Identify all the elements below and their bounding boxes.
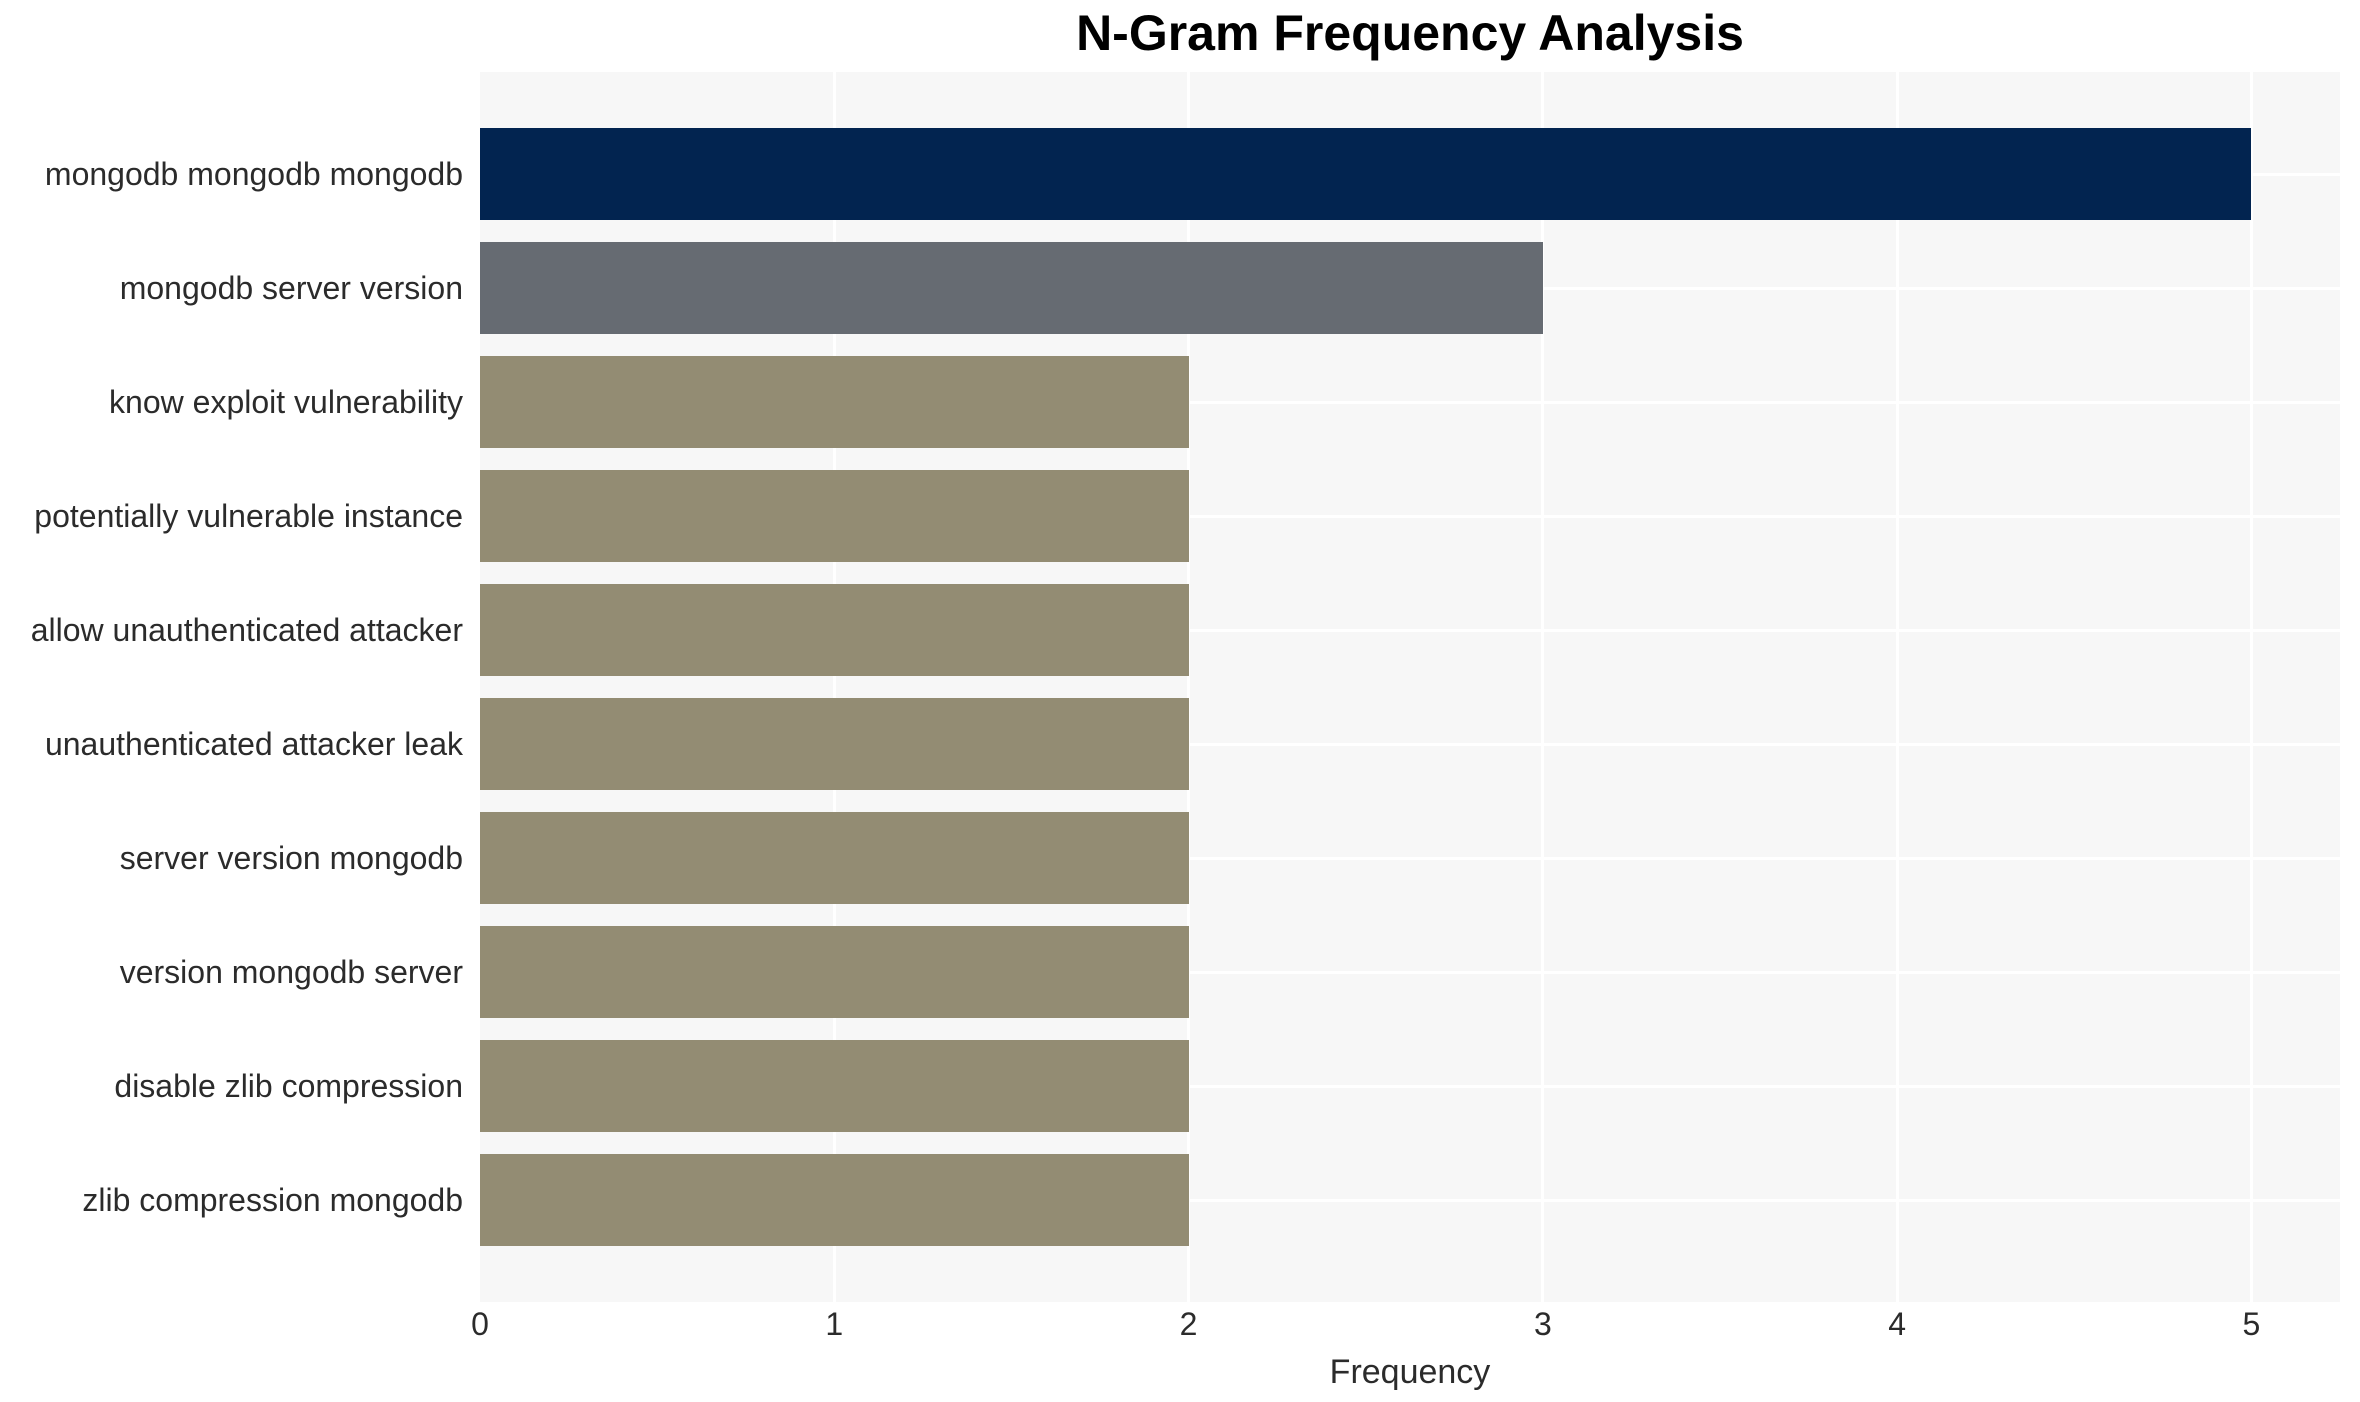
chart-title: N-Gram Frequency Analysis: [1076, 5, 1744, 61]
bar-mongodb-server-version: [480, 242, 1543, 334]
bar-server-version-mongodb: [480, 812, 1189, 904]
y-tick-label: version mongodb server: [119, 954, 463, 990]
x-tick-label: 0: [471, 1306, 489, 1342]
bar-potentially-vulnerable-instance: [480, 470, 1189, 562]
x-gridline: [1187, 72, 1191, 1302]
y-gridline: [480, 856, 2340, 860]
y-tick-label: mongodb mongodb mongodb: [44, 156, 463, 192]
x-tick-label: 2: [1179, 1306, 1198, 1342]
y-gridline: [480, 628, 2340, 632]
y-gridline: [480, 514, 2340, 518]
x-tick-label: 1: [825, 1306, 844, 1342]
y-tick-label: disable zlib compression: [114, 1068, 463, 1104]
bar-zlib-compression-mongodb: [480, 1154, 1189, 1246]
x-gridline: [1895, 72, 1899, 1302]
y-gridline: [480, 400, 2340, 404]
x-gridline: [1541, 72, 1545, 1302]
y-tick-label: mongodb server version: [119, 270, 463, 306]
y-gridline: [480, 1084, 2340, 1088]
bar-mongodb-mongodb-mongodb: [480, 128, 2252, 220]
y-tick-label: potentially vulnerable instance: [34, 498, 463, 534]
bar-disable-zlib-compression: [480, 1040, 1189, 1132]
y-tick-label: unauthenticated attacker leak: [44, 726, 463, 762]
x-tick-label: 3: [1533, 1306, 1552, 1342]
bar-version-mongodb-server: [480, 926, 1189, 1018]
plot-area: [480, 72, 2340, 1302]
x-gridline: [832, 72, 836, 1302]
bar-allow-unauthenticated-attacker: [480, 584, 1189, 676]
y-gridline: [480, 1198, 2340, 1202]
x-axis-title: Frequency: [1329, 1353, 1491, 1391]
y-gridline: [480, 742, 2340, 746]
x-gridline: [2249, 72, 2253, 1302]
bar-know-exploit-vulnerability: [480, 356, 1189, 448]
y-tick-label: zlib compression mongodb: [82, 1182, 463, 1218]
y-tick-label: allow unauthenticated attacker: [30, 612, 463, 648]
y-tick-label: server version mongodb: [119, 840, 463, 876]
x-tick-label: 5: [2242, 1306, 2261, 1342]
bar-unauthenticated-attacker-leak: [480, 698, 1189, 790]
x-tick-label: 4: [1888, 1306, 1907, 1342]
y-gridline: [480, 970, 2340, 974]
y-tick-label: know exploit vulnerability: [109, 384, 463, 420]
